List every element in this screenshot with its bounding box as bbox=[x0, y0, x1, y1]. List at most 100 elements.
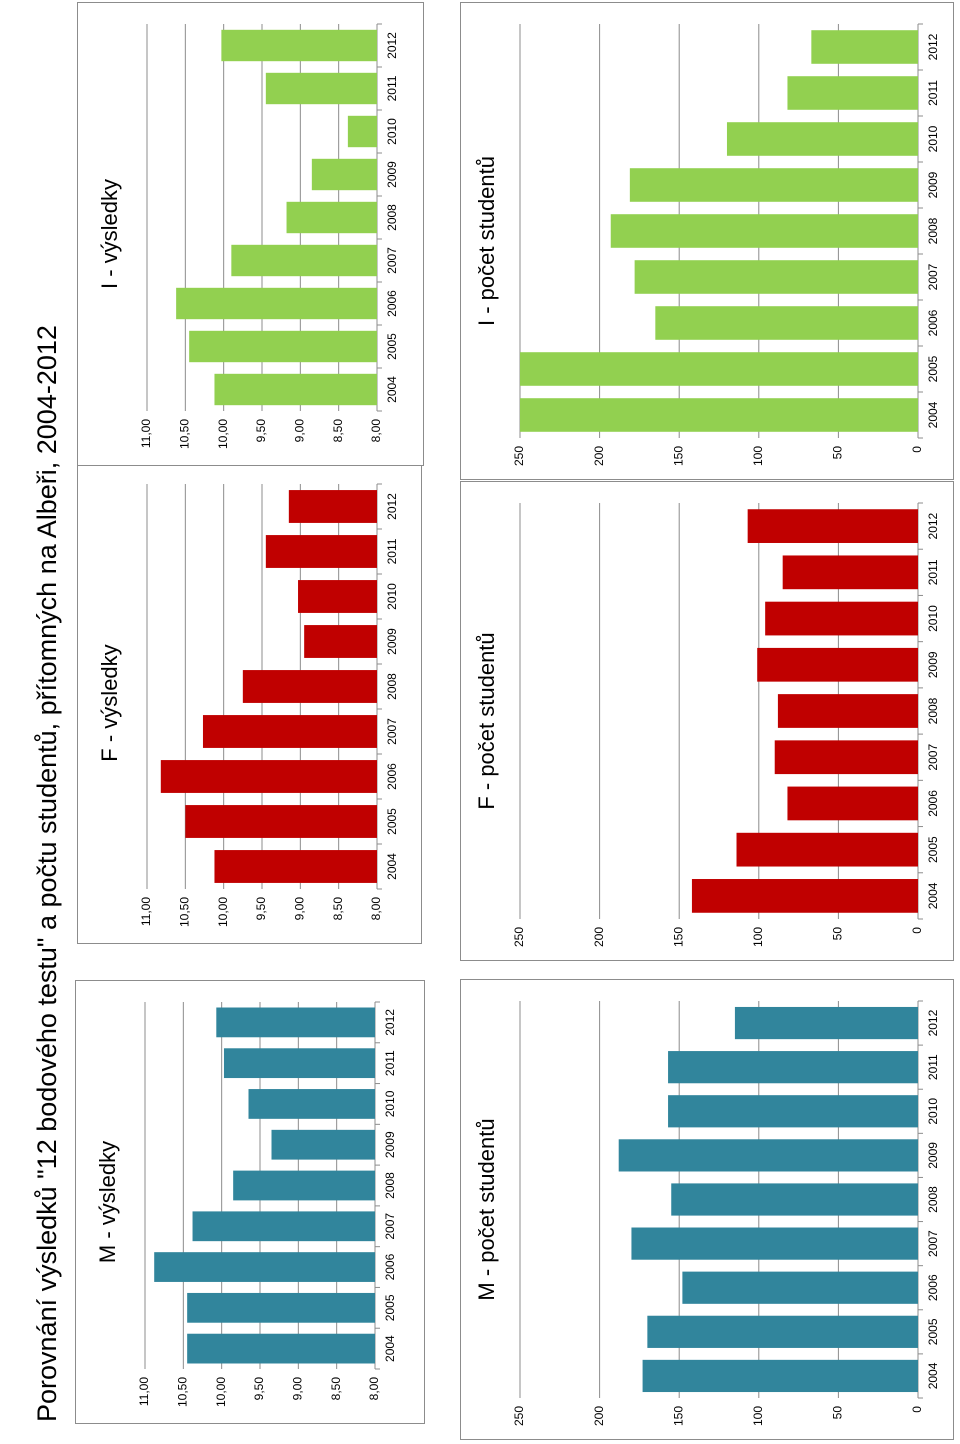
x-tick-label: 2007 bbox=[385, 718, 399, 745]
chart-title: F - výsledky bbox=[97, 644, 122, 761]
chart-title: M - počet studentů bbox=[474, 1118, 499, 1300]
x-tick-label: 2008 bbox=[926, 697, 940, 724]
bar-2009 bbox=[618, 1139, 918, 1172]
bar-2010 bbox=[765, 601, 918, 636]
y-tick-label: 0 bbox=[910, 1406, 924, 1413]
bar-2010 bbox=[726, 122, 918, 156]
bar-2011 bbox=[223, 1048, 375, 1079]
x-tick-label: 2005 bbox=[926, 836, 940, 863]
y-tick-label: 9,50 bbox=[252, 1377, 266, 1401]
chart-title: M - výsledky bbox=[95, 1141, 120, 1263]
y-tick-label: 200 bbox=[592, 1406, 606, 1426]
x-tick-label: 2004 bbox=[926, 401, 940, 428]
x-tick-label: 2007 bbox=[383, 1213, 397, 1240]
bar-2007 bbox=[631, 1227, 918, 1260]
bar-2010 bbox=[668, 1095, 918, 1128]
x-tick-label: 2011 bbox=[926, 559, 940, 585]
x-tick-label: 2010 bbox=[385, 583, 399, 610]
y-tick-label: 150 bbox=[671, 927, 685, 947]
bar-2007 bbox=[231, 244, 377, 277]
bar-2005 bbox=[736, 832, 918, 867]
bar-2011 bbox=[787, 76, 918, 110]
y-tick-label: 100 bbox=[751, 1406, 765, 1426]
x-tick-label: 2010 bbox=[385, 118, 399, 145]
x-tick-label: 2007 bbox=[926, 744, 940, 771]
bar-2005 bbox=[647, 1315, 919, 1348]
y-tick-label: 11,00 bbox=[139, 897, 153, 926]
x-tick-label: 2011 bbox=[383, 1050, 397, 1076]
bar-2004 bbox=[214, 850, 377, 883]
chart-svg: M - počet studentů 0 50 100 150 200 250 2004 200… bbox=[460, 979, 954, 1440]
x-tick-label: 2005 bbox=[926, 1318, 940, 1345]
x-tick-label: 2009 bbox=[385, 628, 399, 655]
bar-2012 bbox=[288, 490, 377, 523]
bar-2008 bbox=[242, 670, 377, 703]
x-tick-label: 2006 bbox=[385, 290, 399, 317]
chart-svg: I - výsledky 8,00 8,50 9,00 9,50 10,00 10,50 11… bbox=[77, 2, 424, 466]
bar-2004 bbox=[187, 1333, 375, 1364]
bar-2009 bbox=[629, 168, 919, 202]
x-tick-label: 2012 bbox=[385, 32, 399, 59]
bar-2009 bbox=[311, 158, 377, 191]
x-tick-label: 2004 bbox=[926, 1362, 940, 1389]
x-tick-label: 2004 bbox=[926, 882, 940, 909]
x-tick-label: 2008 bbox=[926, 1186, 940, 1213]
y-tick-label: 10,00 bbox=[214, 1377, 228, 1407]
y-tick-label: 8,00 bbox=[369, 897, 383, 921]
y-tick-label: 100 bbox=[751, 927, 765, 947]
y-tick-label: 0 bbox=[910, 446, 924, 453]
page-title: Porovnání výsledků "12 bodového testu" a… bbox=[32, 325, 62, 1422]
x-tick-label: 2012 bbox=[926, 1009, 940, 1036]
x-tick-label: 2011 bbox=[385, 538, 399, 564]
bar-2011 bbox=[265, 535, 377, 568]
y-tick-label: 0 bbox=[910, 927, 924, 934]
chart-m-students: M - počet studentů 0 50 100 150 200 250 2004 200… bbox=[460, 979, 954, 1440]
y-tick-label: 11,00 bbox=[137, 1377, 151, 1406]
x-tick-label: 2010 bbox=[926, 1098, 940, 1125]
bar-2012 bbox=[747, 509, 918, 543]
bar-2010 bbox=[248, 1089, 375, 1119]
x-tick-label: 2012 bbox=[926, 512, 940, 539]
chart-m-results: M - výsledky 8,00 8,50 9,00 9,50 10,00 10,50 11… bbox=[75, 980, 425, 1424]
x-tick-label: 2004 bbox=[383, 1335, 397, 1362]
y-tick-label: 150 bbox=[671, 1406, 685, 1426]
bar-2008 bbox=[671, 1183, 918, 1216]
bar-2010 bbox=[298, 580, 378, 613]
bar-2012 bbox=[216, 1007, 375, 1038]
x-tick-label: 2010 bbox=[383, 1090, 397, 1117]
bar-2007 bbox=[192, 1211, 375, 1242]
y-tick-label: 9,50 bbox=[254, 419, 268, 443]
x-tick-label: 2012 bbox=[385, 493, 399, 520]
bar-2008 bbox=[233, 1170, 375, 1201]
y-tick-label: 250 bbox=[512, 927, 526, 947]
bar-2010 bbox=[347, 115, 378, 148]
x-tick-label: 2011 bbox=[926, 80, 940, 106]
x-tick-label: 2005 bbox=[385, 808, 399, 835]
y-tick-label: 8,50 bbox=[331, 419, 345, 443]
y-tick-label: 9,00 bbox=[293, 897, 307, 921]
x-tick-label: 2012 bbox=[383, 1009, 397, 1036]
bar-2011 bbox=[782, 555, 918, 590]
chart-svg: F - výsledky 8,00 8,50 9,00 9,50 10,00 10,50 11… bbox=[77, 462, 422, 944]
y-tick-label: 200 bbox=[592, 927, 606, 947]
chart-i-results: I - výsledky 8,00 8,50 9,00 9,50 10,00 10,50 11… bbox=[77, 2, 424, 466]
bar-2011 bbox=[668, 1051, 918, 1084]
bar-2009 bbox=[271, 1129, 375, 1160]
y-tick-label: 9,50 bbox=[254, 897, 268, 921]
y-tick-label: 8,00 bbox=[369, 419, 383, 443]
x-tick-label: 2008 bbox=[383, 1172, 397, 1199]
y-tick-label: 200 bbox=[592, 446, 606, 466]
x-tick-label: 2006 bbox=[926, 309, 940, 336]
y-tick-label: 10,50 bbox=[178, 897, 192, 927]
y-tick-label: 8,50 bbox=[331, 897, 345, 921]
bar-2006 bbox=[655, 306, 918, 340]
bar-2008 bbox=[286, 201, 378, 234]
chart-f-results: F - výsledky 8,00 8,50 9,00 9,50 10,00 10,50 11… bbox=[77, 462, 422, 944]
x-tick-label: 2009 bbox=[383, 1131, 397, 1158]
x-tick-label: 2009 bbox=[926, 1142, 940, 1169]
y-tick-label: 250 bbox=[512, 446, 526, 466]
y-tick-label: 9,00 bbox=[293, 419, 307, 443]
y-tick-label: 50 bbox=[831, 1406, 845, 1420]
bar-2011 bbox=[265, 72, 377, 105]
x-tick-label: 2006 bbox=[383, 1253, 397, 1280]
